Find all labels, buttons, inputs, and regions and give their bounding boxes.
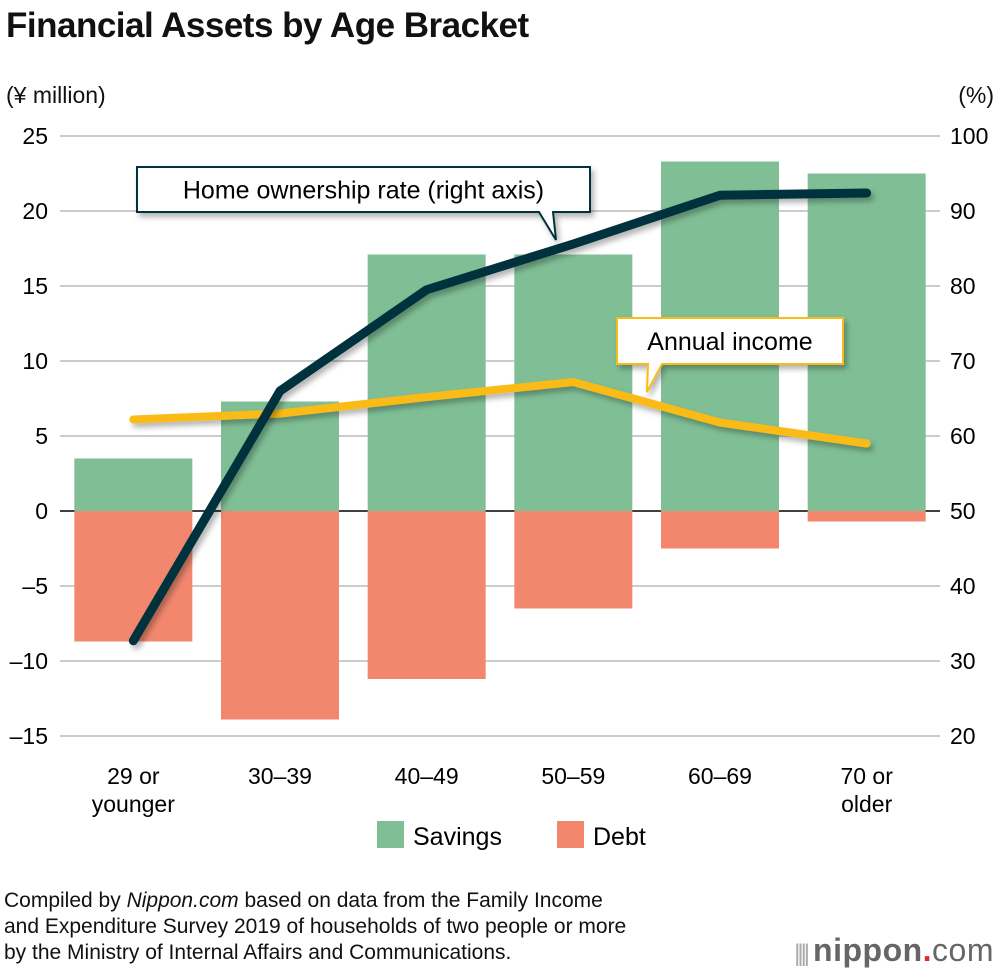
y-tick-left: –15 — [10, 723, 48, 749]
savings-bar — [74, 458, 193, 511]
annual-income-callout: Annual income — [616, 317, 844, 393]
y-tick-right: 80 — [950, 273, 976, 299]
source-line3: by the Ministry of Internal Affairs and … — [4, 941, 512, 964]
y-tick-left: 25 — [22, 123, 48, 149]
y-tick-left: 5 — [35, 423, 48, 449]
x-tick-label: 60–69 — [688, 763, 752, 789]
x-tick-label: 30–39 — [248, 763, 312, 789]
home-ownership-callout: Home ownership rate (right axis) — [136, 166, 591, 241]
y-tick-left: 0 — [35, 498, 48, 524]
y-tick-left: 20 — [22, 198, 48, 224]
chart-title: Financial Assets by Age Bracket — [6, 6, 529, 45]
chart-canvas: 2520151050–5–10–15100908070605040302029 … — [10, 123, 989, 851]
legend-label-debt: Debt — [593, 823, 646, 851]
x-tick-label: older — [841, 791, 892, 817]
debt-bar — [367, 511, 486, 679]
legend-label-savings: Savings — [413, 823, 502, 851]
debt-bar — [514, 511, 633, 609]
x-tick-label: 40–49 — [395, 763, 459, 789]
home-ownership-callout-text: Home ownership rate (right axis) — [183, 177, 544, 205]
y-tick-right: 70 — [950, 348, 976, 374]
y-tick-left: 10 — [22, 348, 48, 374]
source-prefix: Compiled by — [4, 889, 127, 912]
y-tick-right: 20 — [950, 723, 976, 749]
savings-bar — [367, 254, 486, 511]
annual-income-callout-box — [616, 317, 844, 393]
y-tick-right: 50 — [950, 498, 976, 524]
y-tick-left: –5 — [22, 573, 48, 599]
y-tick-left: –10 — [10, 648, 48, 674]
debt-bar — [661, 511, 779, 549]
y-tick-right: 30 — [950, 648, 976, 674]
debt-bar — [807, 511, 926, 522]
y-axis-label-left: (¥ million) — [6, 82, 106, 108]
y-tick-right: 100 — [950, 123, 988, 149]
x-tick-label: 50–59 — [541, 763, 605, 789]
source-note: Compiled by Nippon.com based on data fro… — [4, 888, 626, 966]
home-ownership-line — [128, 188, 872, 646]
debt-bar — [221, 511, 339, 720]
annual-income-callout-text: Annual income — [647, 328, 812, 356]
x-tick-label: 29 or — [107, 763, 160, 789]
y-tick-right: 90 — [950, 198, 976, 224]
x-tick-label: 70 or — [840, 763, 893, 789]
legend-swatch-savings — [377, 821, 404, 848]
source-line1: based on data from the Family Income — [238, 889, 603, 912]
legend-swatch-debt — [557, 821, 584, 848]
source-name: Nippon.com — [126, 889, 239, 912]
home-ownership-callout-box — [136, 166, 591, 241]
y-tick-right: 60 — [950, 423, 976, 449]
y-tick-right: 40 — [950, 573, 976, 599]
x-tick-label: younger — [92, 791, 175, 817]
annual-income-line — [129, 378, 871, 448]
y-tick-left: 15 — [22, 273, 48, 299]
y-axis-label-right: (%) — [958, 82, 994, 108]
nippon-logo: |||| nippon.com — [794, 932, 994, 968]
source-line2: and Expenditure Survey 2019 of household… — [4, 915, 627, 938]
